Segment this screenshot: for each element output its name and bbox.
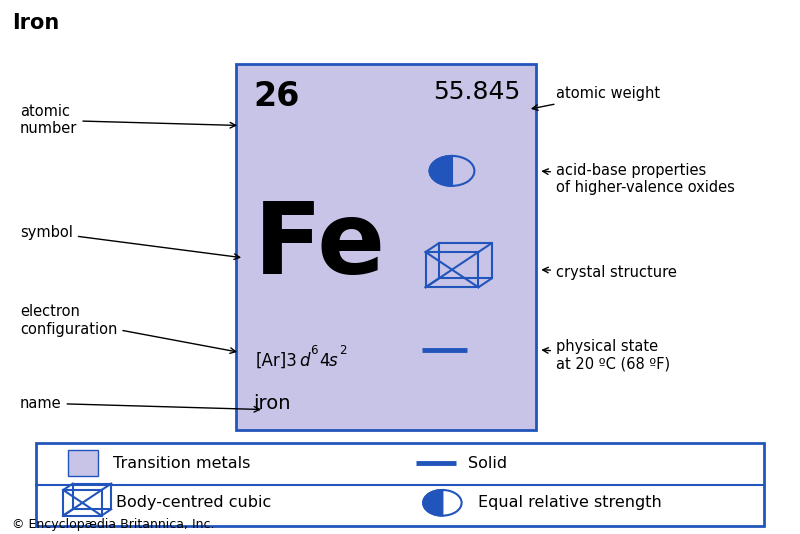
Text: Transition metals: Transition metals [113,456,250,470]
Text: crystal structure: crystal structure [542,265,677,280]
Text: physical state
at 20 ºC (68 ºF): physical state at 20 ºC (68 ºF) [542,339,670,371]
Text: Body-centred cubic: Body-centred cubic [116,496,271,511]
Text: [Ar]3: [Ar]3 [256,352,298,370]
Text: atomic
number: atomic number [20,104,236,136]
Wedge shape [430,156,452,186]
Text: 55.845: 55.845 [433,80,520,104]
Text: Iron: Iron [12,13,59,33]
FancyBboxPatch shape [236,64,536,430]
Text: 2: 2 [339,344,346,357]
Text: Equal relative strength: Equal relative strength [478,496,662,511]
Text: electron
configuration: electron configuration [20,304,236,354]
Text: acid-base properties
of higher-valence oxides: acid-base properties of higher-valence o… [542,163,735,195]
Text: Fe: Fe [254,199,386,295]
Text: 4: 4 [319,352,330,370]
FancyBboxPatch shape [68,450,98,476]
Text: name: name [20,396,260,412]
Text: atomic weight: atomic weight [532,86,660,110]
Text: 26: 26 [254,80,300,113]
Text: iron: iron [254,394,291,413]
Wedge shape [423,490,442,516]
Text: s: s [329,352,338,370]
Text: 6: 6 [310,344,318,357]
Text: symbol: symbol [20,225,240,260]
Text: © Encyclopædia Britannica, Inc.: © Encyclopædia Britannica, Inc. [12,519,214,531]
FancyBboxPatch shape [36,443,764,526]
Text: Solid: Solid [468,456,507,470]
Text: d: d [299,352,310,370]
